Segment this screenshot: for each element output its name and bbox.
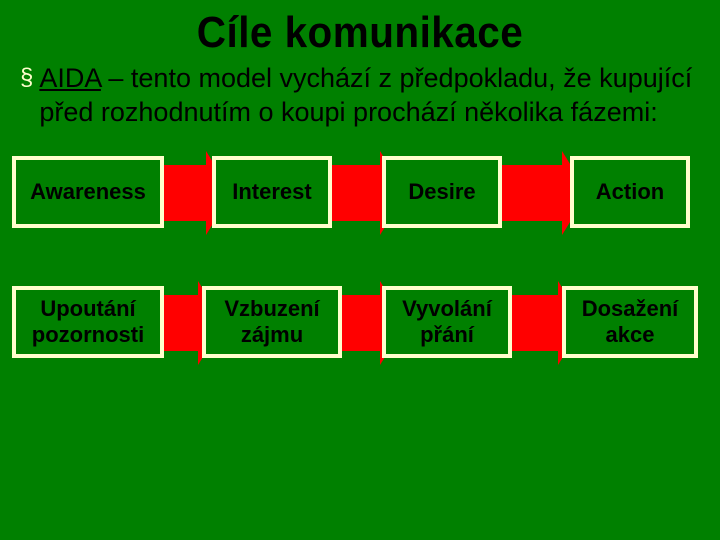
body-rest: – tento model vychází z předpokladu, že … (39, 63, 692, 127)
flow-box-action: Action (570, 156, 690, 228)
flow-box-dosazeni: Dosažení akce (562, 286, 698, 358)
flow-box-interest: Interest (212, 156, 332, 228)
flow-box-vyvolani: Vyvolání přání (382, 286, 512, 358)
flow-box-desire: Desire (382, 156, 502, 228)
flow-box-awareness: Awareness (12, 156, 164, 228)
aida-keyword: AIDA (39, 63, 101, 93)
flow-box-upoutani: Upoutání pozornosti (12, 286, 164, 358)
bullet-glyph: § (20, 62, 33, 93)
body-text: AIDA – tento model vychází z předpokladu… (39, 62, 696, 130)
flow-box-vzbuzeni: Vzbuzení zájmu (202, 286, 342, 358)
bullet-row: § AIDA – tento model vychází z předpokla… (12, 62, 708, 130)
aida-flow-diagram: Awareness Interest Desire Action Upoutání po… (12, 156, 708, 406)
slide: Cíle komunikace § AIDA – tento model vyc… (0, 0, 720, 540)
page-title: Cíle komunikace (40, 8, 680, 58)
